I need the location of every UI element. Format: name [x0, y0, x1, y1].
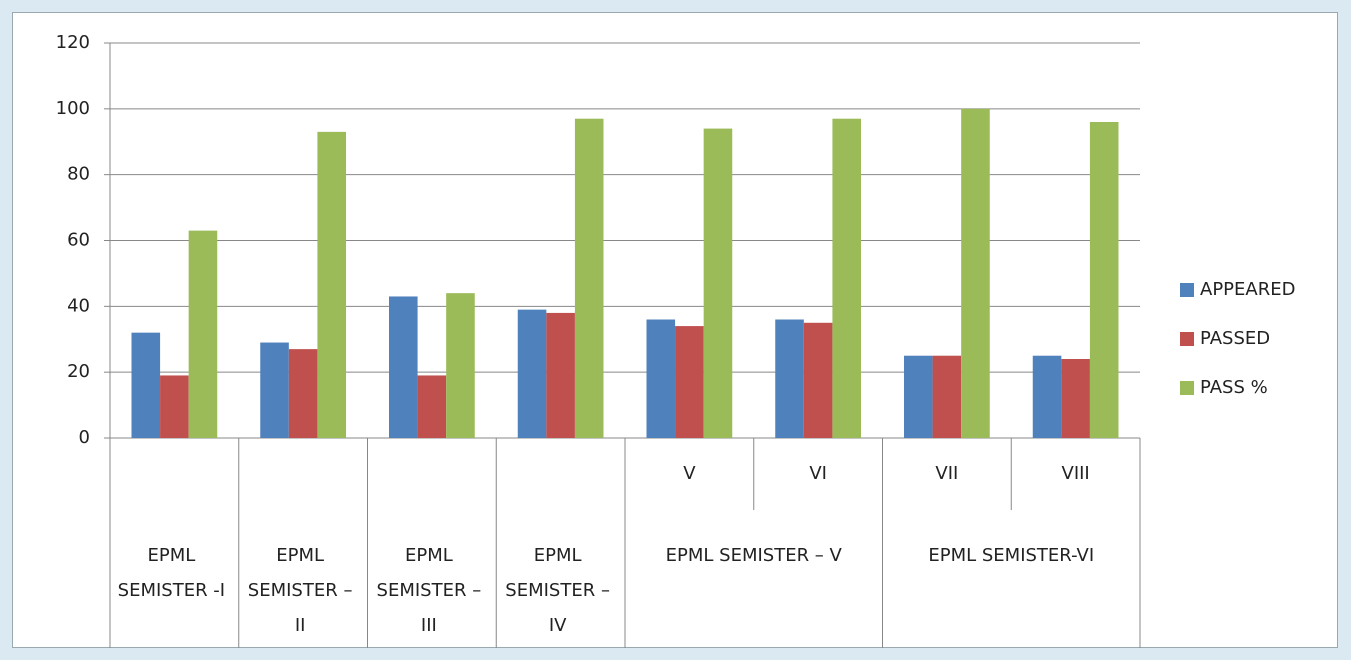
bar	[160, 375, 189, 438]
y-tick-label: 80	[67, 164, 90, 185]
legend-label: PASS %	[1200, 377, 1268, 398]
bar	[961, 108, 990, 438]
group-label: EPML SEMISTER-VI	[928, 545, 1095, 566]
legend-swatch	[1180, 381, 1194, 395]
group-label: EPML SEMISTER – III	[376, 545, 482, 636]
bar	[317, 131, 346, 438]
y-tick-label: 0	[79, 427, 90, 448]
bar	[417, 375, 447, 438]
legend-label: APPEARED	[1200, 279, 1295, 300]
x-tick-label: VIII	[1062, 463, 1090, 484]
bar	[803, 322, 833, 438]
bar	[188, 230, 218, 438]
legend-swatch	[1180, 283, 1194, 297]
bar	[446, 293, 475, 438]
bar	[675, 326, 704, 438]
group-label: EPML SEMISTER – V	[665, 545, 842, 566]
x-tick-label: VII	[935, 463, 958, 484]
bar	[775, 319, 804, 438]
bar	[260, 342, 289, 438]
x-tick-label: VI	[809, 463, 827, 484]
bar	[131, 332, 161, 438]
bar	[703, 128, 733, 439]
y-tick-label: 120	[56, 32, 90, 53]
bar	[288, 349, 318, 438]
y-tick-label: 20	[67, 361, 90, 382]
bar	[517, 309, 547, 438]
y-tick-label: 60	[67, 230, 90, 251]
group-label: EPML SEMISTER – II	[247, 545, 353, 636]
legend-label: PASSED	[1200, 328, 1270, 349]
bar	[1032, 355, 1062, 438]
bar	[832, 118, 861, 438]
bar	[904, 355, 933, 438]
group-label: EPML SEMISTER -I	[117, 545, 226, 601]
bar	[546, 312, 575, 438]
bar	[574, 118, 604, 438]
bar	[1089, 122, 1119, 438]
y-tick-label: 100	[56, 98, 90, 119]
x-tick-label: V	[683, 463, 696, 484]
group-label: EPML SEMISTER – IV	[505, 545, 610, 636]
y-tick-label: 40	[67, 295, 90, 316]
bar	[389, 296, 418, 438]
bar	[646, 319, 676, 438]
legend-swatch	[1180, 332, 1194, 346]
bar	[932, 355, 962, 438]
bar	[1061, 359, 1090, 438]
